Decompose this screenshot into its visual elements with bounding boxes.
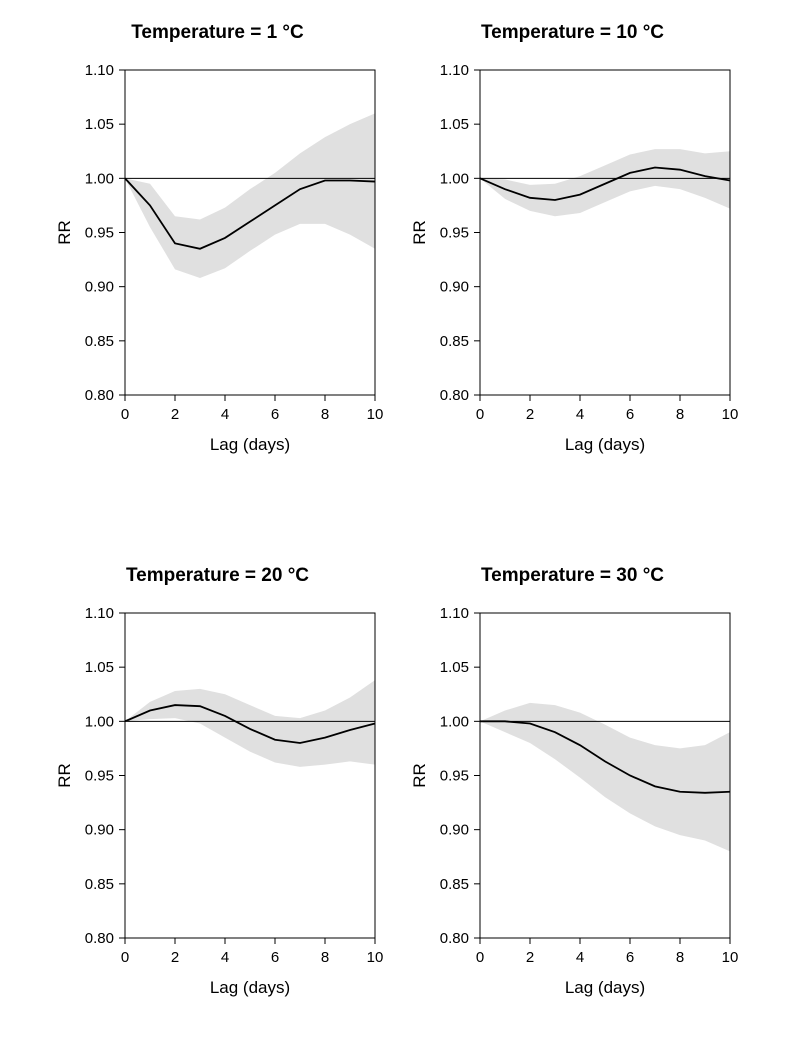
y-tick-label: 1.05 [85,116,114,133]
x-tick-label: 10 [367,406,384,423]
y-tick-label: 0.85 [440,333,469,350]
x-tick-label: 10 [722,949,739,966]
confidence-band [480,703,730,851]
plot-border [125,613,375,938]
confidence-band [125,113,375,278]
y-tick-label: 0.95 [85,768,114,785]
y-tick-label: 0.80 [440,930,469,947]
y-axis-label: RR [55,763,74,788]
x-tick-label: 2 [171,406,179,423]
y-tick-label: 1.10 [85,62,114,79]
chart-panel: Temperature = 10 °C 0 2 4 6 8 10 0.80 0.85 0.90 0.… [395,0,750,505]
y-tick-label: 0.80 [85,387,114,404]
y-tick-label: 0.85 [85,333,114,350]
plot-border [480,70,730,395]
panel-title: Temperature = 30 °C [395,565,750,587]
x-tick-label: 10 [367,949,384,966]
x-axis-label: Lag (days) [565,978,645,997]
x-tick-label: 0 [121,949,129,966]
x-tick-label: 8 [321,949,329,966]
x-tick-label: 0 [476,406,484,423]
y-tick-label: 1.00 [85,713,114,730]
y-tick-label: 1.10 [85,605,114,622]
y-tick-label: 0.95 [85,225,114,242]
x-tick-label: 0 [476,949,484,966]
y-tick-label: 1.10 [440,62,469,79]
chart-svg: 0 2 4 6 8 10 0.80 0.85 0.90 0.95 1.00 1.05 1.10 Lag (… [395,0,750,505]
x-tick-label: 6 [626,406,634,423]
x-tick-label: 8 [676,406,684,423]
x-tick-label: 4 [221,406,229,423]
x-tick-label: 4 [221,949,229,966]
y-tick-label: 1.05 [85,659,114,676]
y-tick-label: 1.05 [440,116,469,133]
y-tick-label: 0.90 [440,822,469,839]
x-tick-label: 4 [576,406,584,423]
x-axis-label: Lag (days) [565,435,645,454]
x-tick-label: 2 [171,949,179,966]
panel-title: Temperature = 10 °C [395,22,750,44]
confidence-band [125,680,375,767]
x-tick-label: 2 [526,949,534,966]
y-tick-label: 0.90 [440,279,469,296]
y-tick-label: 1.00 [440,170,469,187]
y-tick-label: 1.00 [440,713,469,730]
chart-svg: 0 2 4 6 8 10 0.80 0.85 0.90 0.95 1.00 1.05 1.10 Lag (… [40,0,395,505]
x-tick-label: 4 [576,949,584,966]
x-tick-label: 6 [271,949,279,966]
y-tick-label: 0.80 [440,387,469,404]
chart-svg: 0 2 4 6 8 10 0.80 0.85 0.90 0.95 1.00 1.05 1.10 Lag (… [40,543,395,1048]
chart-panel: Temperature = 1 °C 0 2 4 6 8 10 0.80 0.85 0.90 0.9… [40,0,395,505]
chart-panel: Temperature = 20 °C 0 2 4 6 8 10 0.80 0.85 0.90 0.… [40,543,395,1048]
x-tick-label: 8 [321,406,329,423]
y-tick-label: 0.90 [85,279,114,296]
y-axis-label: RR [410,220,429,245]
y-tick-label: 0.95 [440,768,469,785]
y-tick-label: 0.80 [85,930,114,947]
x-axis-label: Lag (days) [210,978,290,997]
panel-title: Temperature = 20 °C [40,565,395,587]
x-tick-label: 2 [526,406,534,423]
x-tick-label: 6 [271,406,279,423]
y-tick-label: 0.85 [440,876,469,893]
y-tick-label: 0.90 [85,822,114,839]
y-axis-label: RR [410,763,429,788]
confidence-band [480,149,730,216]
y-tick-label: 0.95 [440,225,469,242]
y-tick-label: 1.05 [440,659,469,676]
x-tick-label: 0 [121,406,129,423]
y-tick-label: 0.85 [85,876,114,893]
x-axis-label: Lag (days) [210,435,290,454]
y-tick-label: 1.00 [85,170,114,187]
figure: Temperature = 1 °C 0 2 4 6 8 10 0.80 0.85 0.90 0.9… [0,0,790,1048]
y-tick-label: 1.10 [440,605,469,622]
chart-svg: 0 2 4 6 8 10 0.80 0.85 0.90 0.95 1.00 1.05 1.10 Lag (… [395,543,750,1048]
x-tick-label: 8 [676,949,684,966]
chart-panel: Temperature = 30 °C 0 2 4 6 8 10 0.80 0.85 0.90 0.… [395,543,750,1048]
panel-title: Temperature = 1 °C [40,22,395,44]
x-tick-label: 6 [626,949,634,966]
x-tick-label: 10 [722,406,739,423]
y-axis-label: RR [55,220,74,245]
